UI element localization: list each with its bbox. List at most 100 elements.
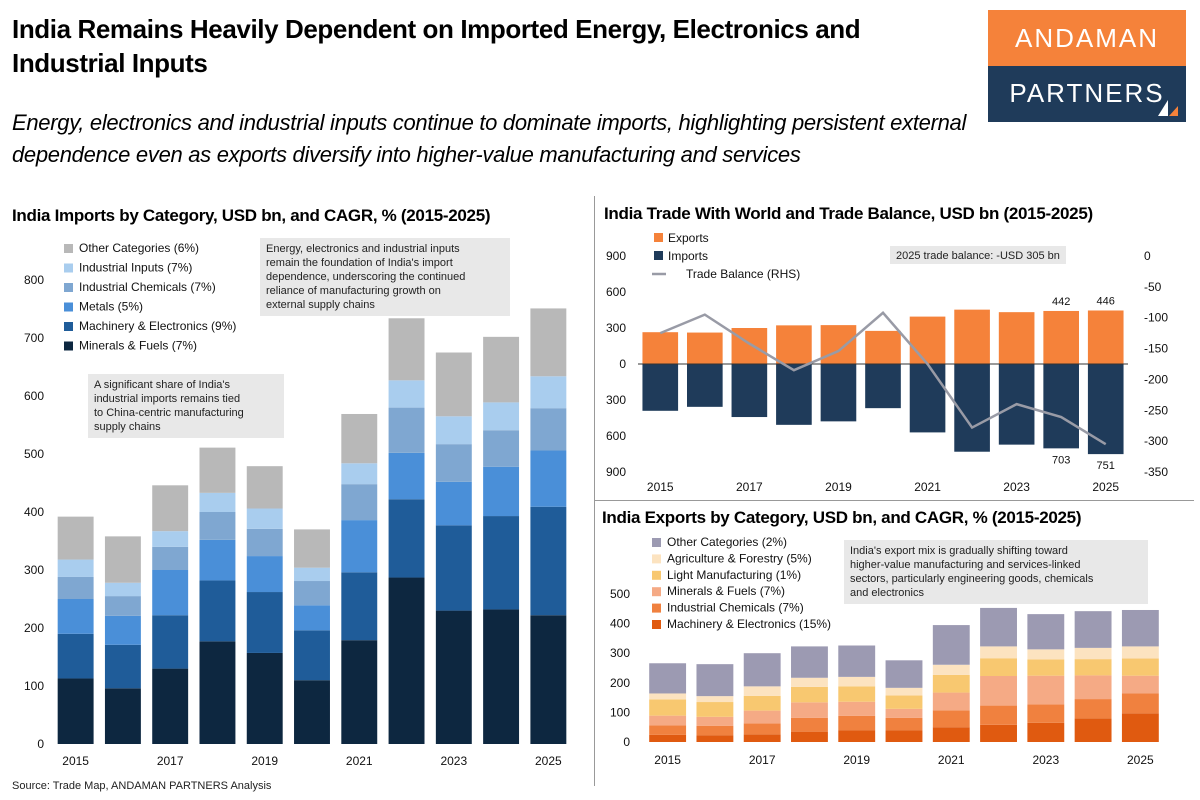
bar-segment <box>1121 658 1159 676</box>
exports-chart-title: India Exports by Category, USD bn, and C… <box>602 508 1082 527</box>
legend-item-label: Industrial Chemicals (7%) <box>79 280 216 294</box>
y-tick-label: 0 <box>619 357 626 371</box>
bar-segment <box>1074 718 1112 742</box>
bar-segment <box>294 567 330 582</box>
y-tick-label: 900 <box>606 249 626 263</box>
bar-segment <box>435 444 472 482</box>
import-bar <box>820 364 857 422</box>
legend-item-swatch <box>64 341 73 351</box>
bar-segment <box>885 687 923 696</box>
x-tick-label: 2025 <box>535 754 562 768</box>
legend-item-label: Minerals & Fuels (7%) <box>667 584 785 598</box>
y-tick-label: 400 <box>610 617 630 631</box>
trade-chart: 900 600 300 0 300 600 900 0 -50 -100 -150 -200 -250 -… <box>606 231 1168 494</box>
exports-chart: 0 100 200 300 400 500 2015 2017 2019 2021 2023 2025… <box>610 535 1159 767</box>
legend-item-label: Other Categories (6%) <box>79 241 199 255</box>
bar-segment <box>885 730 923 742</box>
y2-tick-label: -250 <box>1144 403 1168 417</box>
bar-segment <box>932 692 970 711</box>
logo-arrow-icon <box>1158 100 1178 116</box>
bar-segment <box>388 577 425 744</box>
export-note: India's export mix is gradually shifting… <box>850 545 1094 599</box>
export-bar <box>1043 310 1079 364</box>
bar-segment <box>743 723 781 735</box>
bar-segment <box>435 481 472 526</box>
bar-segment <box>1027 649 1065 660</box>
bar-segment <box>199 512 236 540</box>
bar-segment <box>1027 704 1065 723</box>
y-tick-label: 900 <box>606 465 626 479</box>
bar-segment <box>1027 659 1065 676</box>
legend-item-swatch <box>652 587 661 597</box>
y2-tick-label: -300 <box>1144 434 1168 448</box>
x-tick-label: 2019 <box>843 753 870 767</box>
y-tick-label: 100 <box>24 679 44 693</box>
bar-segment <box>791 646 828 678</box>
import-bar <box>865 364 901 409</box>
bar-segment <box>388 407 425 453</box>
panel-divider-vertical <box>594 196 595 786</box>
bar-segment <box>435 416 472 445</box>
bar-segment <box>1074 611 1112 648</box>
y2-tick-label: -200 <box>1144 372 1168 386</box>
y-tick-label: 600 <box>606 429 626 443</box>
export-bar <box>865 330 901 364</box>
bar-segment <box>696 702 734 717</box>
legend-item-label: Industrial Inputs (7%) <box>79 261 192 275</box>
bar-segment <box>980 675 1017 706</box>
bar-segment <box>104 596 141 616</box>
bar-segment <box>483 516 520 610</box>
bar-segment <box>649 725 687 735</box>
bar-segment <box>246 466 283 509</box>
bar-segment <box>483 430 520 467</box>
export-note-box <box>844 540 1148 604</box>
trade-chart-title: India Trade With World and Trade Balance… <box>604 204 1093 223</box>
y-tick-label: 600 <box>24 389 44 403</box>
export-note-line: higher-value manufacturing and services-… <box>850 559 1081 571</box>
bar-segment <box>1074 647 1112 660</box>
page-title: India Remains Heavily Dependent on Impor… <box>12 14 861 78</box>
import-note-china-line: to China-centric manufacturing <box>94 407 244 419</box>
bar-segment <box>1027 675 1065 705</box>
bar-segment <box>1121 713 1159 742</box>
bar-segment <box>696 664 734 697</box>
export-note-line: India's export mix is gradually shifting… <box>850 545 1068 557</box>
bar-segment <box>743 653 781 687</box>
bar-segment <box>152 485 189 532</box>
bar-segment <box>743 710 781 724</box>
bar-segment <box>885 660 923 688</box>
import-note-top-line: external supply chains <box>266 299 375 311</box>
import-note-china-line: industrial imports remains tied <box>94 393 240 405</box>
y-tick-label: 300 <box>24 563 44 577</box>
x-tick-label: 2021 <box>346 754 373 768</box>
y-tick-label: 200 <box>24 621 44 635</box>
y-tick-label: 600 <box>606 285 626 299</box>
bar-segment <box>104 615 141 645</box>
import-note-china-line: A significant share of India's <box>94 379 231 391</box>
bar-segment <box>341 463 378 485</box>
y-tick-label: 0 <box>623 735 630 749</box>
bar-segment <box>152 570 189 616</box>
y-tick-label: 500 <box>24 447 44 461</box>
legend-item-label: Light Manufacturing (1%) <box>667 568 801 582</box>
logo-line1: ANDAMAN <box>988 10 1186 66</box>
bar-segment <box>199 539 236 581</box>
bar-segment <box>530 506 567 616</box>
bar-segment <box>649 663 687 694</box>
bar-segment <box>341 520 378 573</box>
x-tick-label: 2021 <box>938 753 965 767</box>
x-tick-label: 2023 <box>1003 480 1030 494</box>
bar-segment <box>152 531 189 547</box>
x-tick-label: 2025 <box>1127 753 1154 767</box>
bar-segment <box>530 450 567 507</box>
bar-segment <box>530 615 567 744</box>
bar-segment <box>649 715 687 726</box>
bar-segment <box>696 725 734 736</box>
x-tick-label: 2015 <box>62 754 89 768</box>
bar-segment <box>1121 693 1159 714</box>
bar-segment <box>246 652 283 744</box>
legend-item-swatch <box>652 603 661 613</box>
bar-segment <box>838 715 876 731</box>
x-tick-label: 2023 <box>440 754 467 768</box>
bar-segment <box>483 466 520 517</box>
